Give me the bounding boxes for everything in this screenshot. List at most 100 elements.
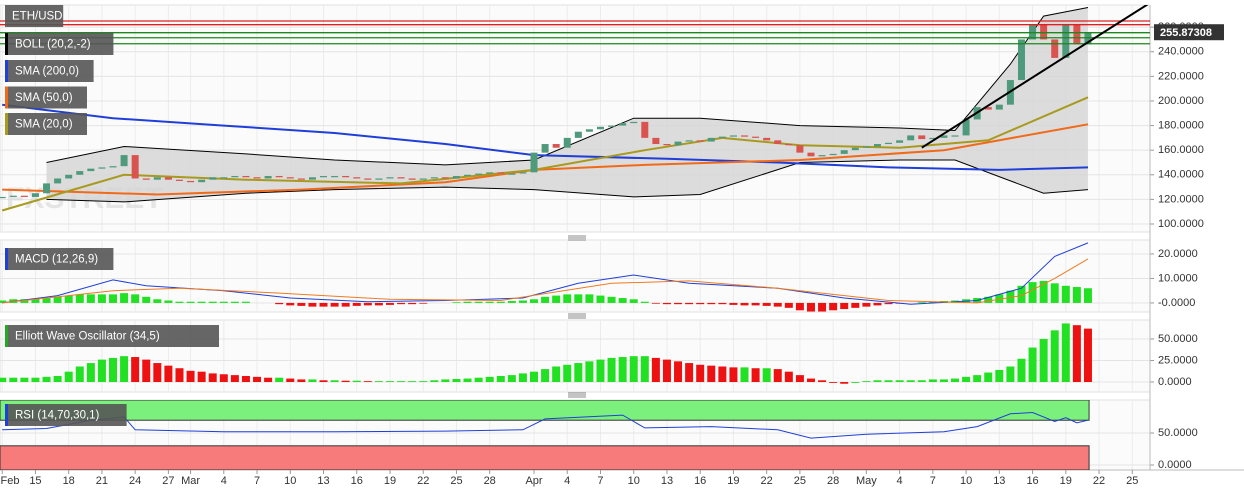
oscillator-bar [452, 378, 461, 383]
label-color-stripe [5, 113, 8, 135]
histogram-bar [197, 301, 206, 303]
x-tick-label: 22 [417, 475, 429, 487]
oscillator-bar [829, 382, 838, 383]
oscillator-bar [862, 381, 871, 383]
oscillator-bar [640, 356, 649, 383]
histogram-bar [840, 302, 849, 310]
label-color-stripe [5, 404, 8, 426]
histogram-bar [1028, 282, 1037, 303]
candle [430, 177, 438, 179]
oscillator-bar [607, 357, 616, 383]
candle [43, 183, 51, 194]
candle [807, 152, 815, 157]
overbought-zone [0, 400, 1090, 421]
x-tick-label: 13 [661, 475, 673, 487]
candle [419, 178, 427, 180]
oscillator-bar [751, 368, 760, 383]
candle [76, 171, 84, 175]
oscillator-bar [906, 380, 915, 383]
histogram-bar [530, 299, 539, 303]
label-box [5, 5, 64, 27]
oversold-zone [0, 445, 1090, 470]
x-tick-label: 10 [960, 475, 972, 487]
oscillator-bar [596, 359, 605, 383]
candle [286, 177, 294, 179]
oscillator-bar [86, 363, 95, 383]
oscillator-bar [552, 366, 561, 383]
candle [308, 177, 316, 180]
histogram-bar [219, 301, 228, 303]
candle [984, 107, 992, 110]
panel-grip[interactable] [568, 392, 586, 398]
y-tick-label: 240.0000 [1158, 46, 1204, 58]
candle [752, 136, 760, 138]
candle [231, 176, 239, 178]
histogram-bar [718, 302, 727, 305]
y-tick-label: 0.0000 [1158, 376, 1192, 388]
oscillator-bar [230, 375, 239, 383]
panel-grip[interactable] [568, 313, 586, 319]
histogram-bar [829, 302, 838, 311]
candle [574, 131, 582, 138]
candle [1073, 24, 1081, 45]
oscillator-bar [120, 356, 129, 383]
y-tick-label: 160.0000 [1158, 144, 1204, 156]
candle [364, 178, 372, 180]
oscillator-bar [31, 377, 40, 383]
histogram-bar [884, 302, 893, 305]
oscillator-bar [164, 365, 173, 383]
candle [31, 193, 39, 197]
oscillator-bar [1028, 347, 1037, 383]
x-tick-label: 28 [484, 475, 496, 487]
candle [896, 140, 904, 143]
candle [674, 141, 682, 146]
oscillator-bar [0, 377, 7, 383]
oscillator-bar [851, 382, 860, 383]
y-tick-label: 0.0000 [1158, 459, 1192, 471]
histogram-bar [53, 296, 62, 303]
macd-line [2, 242, 1089, 305]
candle [563, 137, 571, 148]
panel-plot [0, 5, 1150, 212]
candle [741, 135, 749, 137]
x-tick-label: 16 [351, 475, 363, 487]
candle [353, 177, 361, 179]
bollinger-band-fill [46, 7, 1088, 202]
candle [596, 126, 604, 130]
oscillator-bar [995, 369, 1004, 383]
oscillator-bar [939, 379, 948, 383]
candle [142, 178, 150, 180]
candle [718, 136, 726, 138]
histogram-bar [297, 302, 306, 306]
histogram-bar [607, 296, 616, 303]
histogram-bar [275, 302, 284, 305]
histogram-bar [330, 302, 339, 307]
panel-plot [0, 242, 1092, 312]
oscillator-bar [430, 380, 439, 383]
histogram-bar [86, 294, 95, 303]
histogram-bar [740, 302, 749, 306]
panel-grip[interactable] [568, 235, 586, 241]
candle [164, 177, 172, 180]
histogram-bar [552, 295, 561, 303]
candle [397, 177, 405, 179]
candle [253, 177, 261, 179]
histogram-bar [319, 302, 328, 307]
y-tick-label: 50.0000 [1158, 333, 1198, 345]
histogram-bar [452, 302, 461, 303]
candle [131, 155, 139, 179]
candle [851, 147, 859, 151]
y-tick-label: 20.0000 [1158, 248, 1198, 260]
histogram-bar [995, 294, 1004, 303]
candle [918, 135, 926, 140]
oscillator-bar [541, 369, 550, 383]
y-tick-label: 100.0000 [1158, 218, 1204, 230]
oscillator-bar [1017, 358, 1026, 383]
oscillator-bar [219, 374, 228, 383]
oscillator-bar [651, 357, 660, 383]
candle [1062, 24, 1070, 58]
x-tick-label: 4 [564, 475, 570, 487]
histogram-bar [518, 300, 527, 303]
candle [475, 173, 483, 175]
oscillator-bar [818, 380, 827, 383]
